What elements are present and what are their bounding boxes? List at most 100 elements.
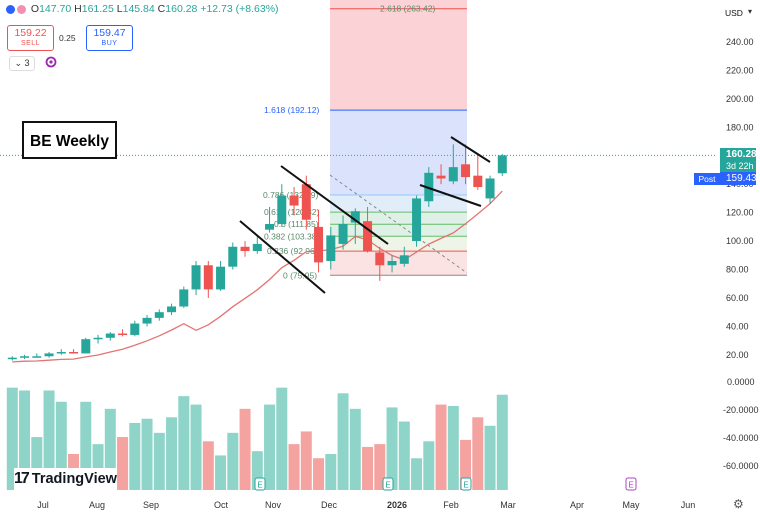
fib-level-label: 0.618 (120.32) (264, 207, 319, 217)
candle-body (118, 333, 128, 336)
volume-bar (313, 458, 325, 490)
volume-bar (202, 441, 214, 490)
caret-down-icon[interactable]: ▾ (748, 7, 753, 16)
candle (81, 337, 91, 354)
price-tick-label: 120.00 (726, 208, 754, 218)
volume-bar (215, 455, 227, 490)
close-label: C (157, 3, 166, 15)
open-label: O (30, 3, 40, 15)
volume-bar (435, 404, 447, 490)
market-status-icon (17, 4, 26, 14)
symbol-logo-icon (6, 4, 15, 14)
candle (203, 260, 213, 298)
earnings-event-icon: E (382, 477, 394, 491)
close-value: 160.28 (165, 3, 198, 15)
trendline (450, 136, 491, 163)
candle-body (448, 167, 458, 182)
volume-tick-label: -60.0000 (723, 461, 759, 471)
trendline (419, 184, 482, 207)
candle-body (105, 333, 115, 338)
indicators-toggle[interactable]: ⌄ 3 (9, 56, 35, 71)
volume-bar (386, 407, 398, 490)
last-price-value: 160.28 (726, 149, 757, 160)
volume-bar (460, 439, 472, 490)
candle-body (203, 265, 213, 290)
candle-body (93, 337, 103, 340)
candle-body (363, 221, 373, 252)
candle (265, 206, 275, 233)
candle-body (277, 195, 287, 225)
price-tick-label: 80.00 (726, 265, 749, 275)
refresh-icon[interactable] (44, 55, 58, 69)
candle-body (314, 226, 324, 263)
candle (7, 356, 17, 361)
volume-bar (447, 406, 459, 490)
volume-bar (300, 431, 312, 490)
time-axis-label: Jun (681, 500, 696, 510)
volume-bar (166, 417, 178, 490)
event-marker-box (460, 477, 472, 491)
candle-body (497, 155, 507, 174)
sell-button[interactable]: 159.22 SELL (7, 25, 54, 51)
price-tick-label: 240.00 (726, 37, 754, 47)
spread-value: 0.25 (59, 33, 76, 43)
time-axis-label: Oct (214, 500, 229, 510)
fib-zone-upper (330, 0, 467, 111)
volume-bar (104, 408, 116, 490)
price-tick-label: 100.00 (726, 236, 754, 246)
earnings-event-icon: E (254, 477, 266, 491)
last-price-label: 160.28 3d 22h (720, 148, 757, 173)
buy-button[interactable]: 159.47 BUY (86, 25, 133, 51)
volume-bar (190, 404, 202, 490)
time-axis-label: Feb (443, 500, 459, 510)
currency-selector[interactable]: USD (725, 8, 743, 18)
fib-zone-236 (330, 251, 467, 276)
volume-tick-label: 0.0000 (727, 377, 755, 387)
candle (350, 208, 360, 244)
candle (240, 241, 250, 257)
event-marker-box (254, 477, 266, 491)
volume-bar (472, 417, 484, 490)
volume-bar (55, 401, 67, 490)
volume-bar (423, 441, 435, 490)
brand-name: TradingView (31, 471, 117, 487)
candle-body (326, 235, 336, 261)
candle (289, 187, 299, 216)
fib-zone-382 (330, 236, 467, 252)
candle (154, 309, 164, 321)
candle (216, 260, 226, 291)
candle (387, 255, 397, 273)
chart-title: BE Weekly (22, 121, 117, 159)
candle (326, 226, 336, 270)
volume-bar (288, 444, 300, 490)
candle-body (473, 175, 483, 188)
post-market-label: Post (694, 173, 720, 185)
candle-body (240, 246, 250, 252)
earnings-event-icon: E (625, 477, 637, 491)
time-axis-label: Aug (89, 500, 105, 510)
candle-body (7, 357, 17, 360)
candle (277, 184, 287, 227)
price-tick-label: 220.00 (726, 65, 754, 75)
tradingview-logo[interactable]: 17 TradingView (14, 468, 117, 490)
candle-body (375, 252, 385, 266)
price-tick-label: 200.00 (726, 94, 754, 104)
candle-body (338, 224, 348, 244)
time-axis-label: Sep (143, 500, 159, 510)
price-tick-label: 40.00 (726, 321, 749, 331)
earnings-event-icon: E (460, 477, 472, 491)
volume-bar (484, 425, 496, 490)
fib-trend-line (329, 174, 468, 274)
sell-price: 159.22 (14, 27, 47, 39)
candle (399, 246, 409, 267)
time-axis-label: Apr (570, 500, 584, 510)
gear-icon[interactable]: ⚙ (733, 497, 744, 511)
time-axis-label: May (622, 500, 640, 510)
high-label: H (74, 3, 82, 15)
candle-body (485, 178, 495, 199)
event-marker-box (625, 477, 637, 491)
candle-body (69, 351, 79, 354)
candle (105, 332, 115, 341)
volume-bar (362, 446, 374, 490)
